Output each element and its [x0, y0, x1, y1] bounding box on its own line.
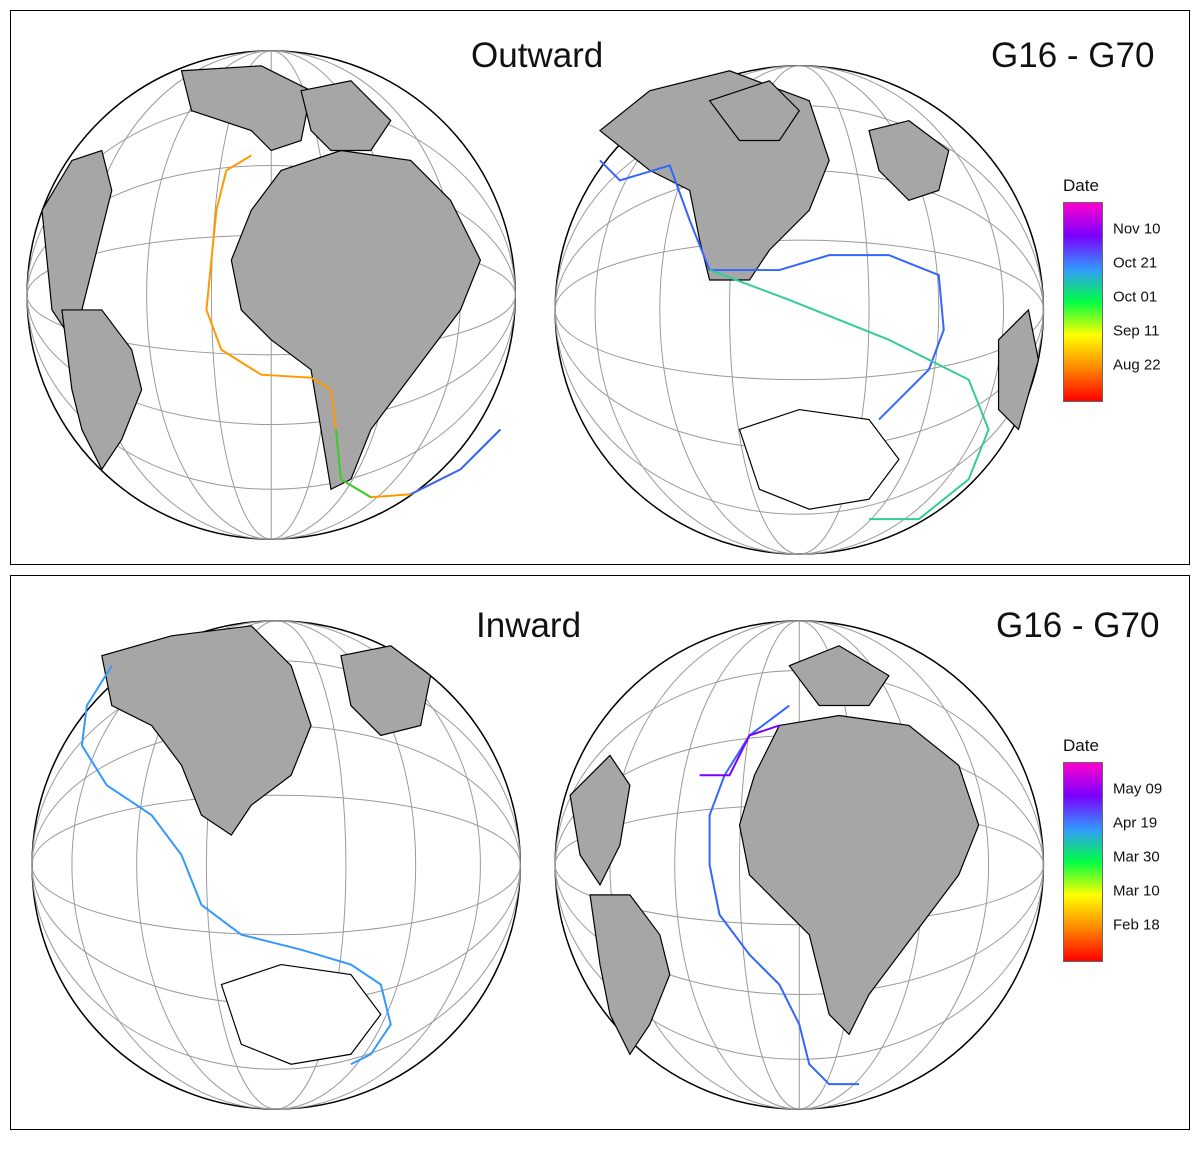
legend-colorbar: [1063, 762, 1103, 962]
inward-panel: Inward G16 - G70 Date May 09 Apr 19 Mar 30…: [10, 575, 1190, 1130]
legend-label: Oct 21: [1113, 254, 1158, 272]
inward-track-1: [80, 665, 392, 1066]
legend-title: Date: [1063, 176, 1099, 195]
legend-label: Mar 10: [1113, 882, 1160, 900]
legend-title: Date: [1063, 736, 1099, 755]
outward-track-1: [205, 154, 502, 499]
outward-globes: [26, 50, 1045, 555]
legend-label: Sep 11: [1113, 322, 1160, 340]
outward-track-2: [599, 159, 990, 521]
inward-title: Inward: [476, 606, 582, 645]
legend-label: Apr 19: [1113, 814, 1158, 832]
inward-globes: [31, 620, 1045, 1110]
outward-panel: Outward G16 - G70 Date Nov 10 Oct 21 Oct 0…: [10, 10, 1190, 565]
legend-labels: Nov 10 Oct 21 Oct 01 Sep 11 Aug 22: [1113, 202, 1193, 402]
legend-label: Feb 18: [1113, 916, 1160, 934]
legend-label: Mar 30: [1113, 848, 1160, 866]
inward-track-2: [699, 704, 860, 1086]
inward-tag: G16 - G70: [996, 606, 1160, 645]
legend-label: Oct 01: [1113, 288, 1158, 306]
legend-label: May 09: [1113, 780, 1163, 798]
globe-north-atlantic: [26, 50, 517, 540]
globe-north-atlantic-2: [554, 620, 1045, 1110]
outward-tag: G16 - G70: [991, 36, 1155, 75]
legend-colorbar: [1063, 202, 1103, 402]
inward-legend: Date May 09 Apr 19 Mar 30 Mar 10 Feb 18: [1063, 736, 1193, 966]
globe-southern-ocean-2: [31, 620, 522, 1110]
globe-southern-ocean: [554, 65, 1045, 555]
outward-title: Outward: [471, 36, 604, 75]
legend-label: Nov 10: [1113, 220, 1161, 238]
outward-legend: Date Nov 10 Oct 21 Oct 01 Sep 11 Aug 22: [1063, 176, 1193, 406]
legend-label: Aug 22: [1113, 356, 1161, 374]
legend-labels: May 09 Apr 19 Mar 30 Mar 10 Feb 18: [1113, 762, 1193, 962]
